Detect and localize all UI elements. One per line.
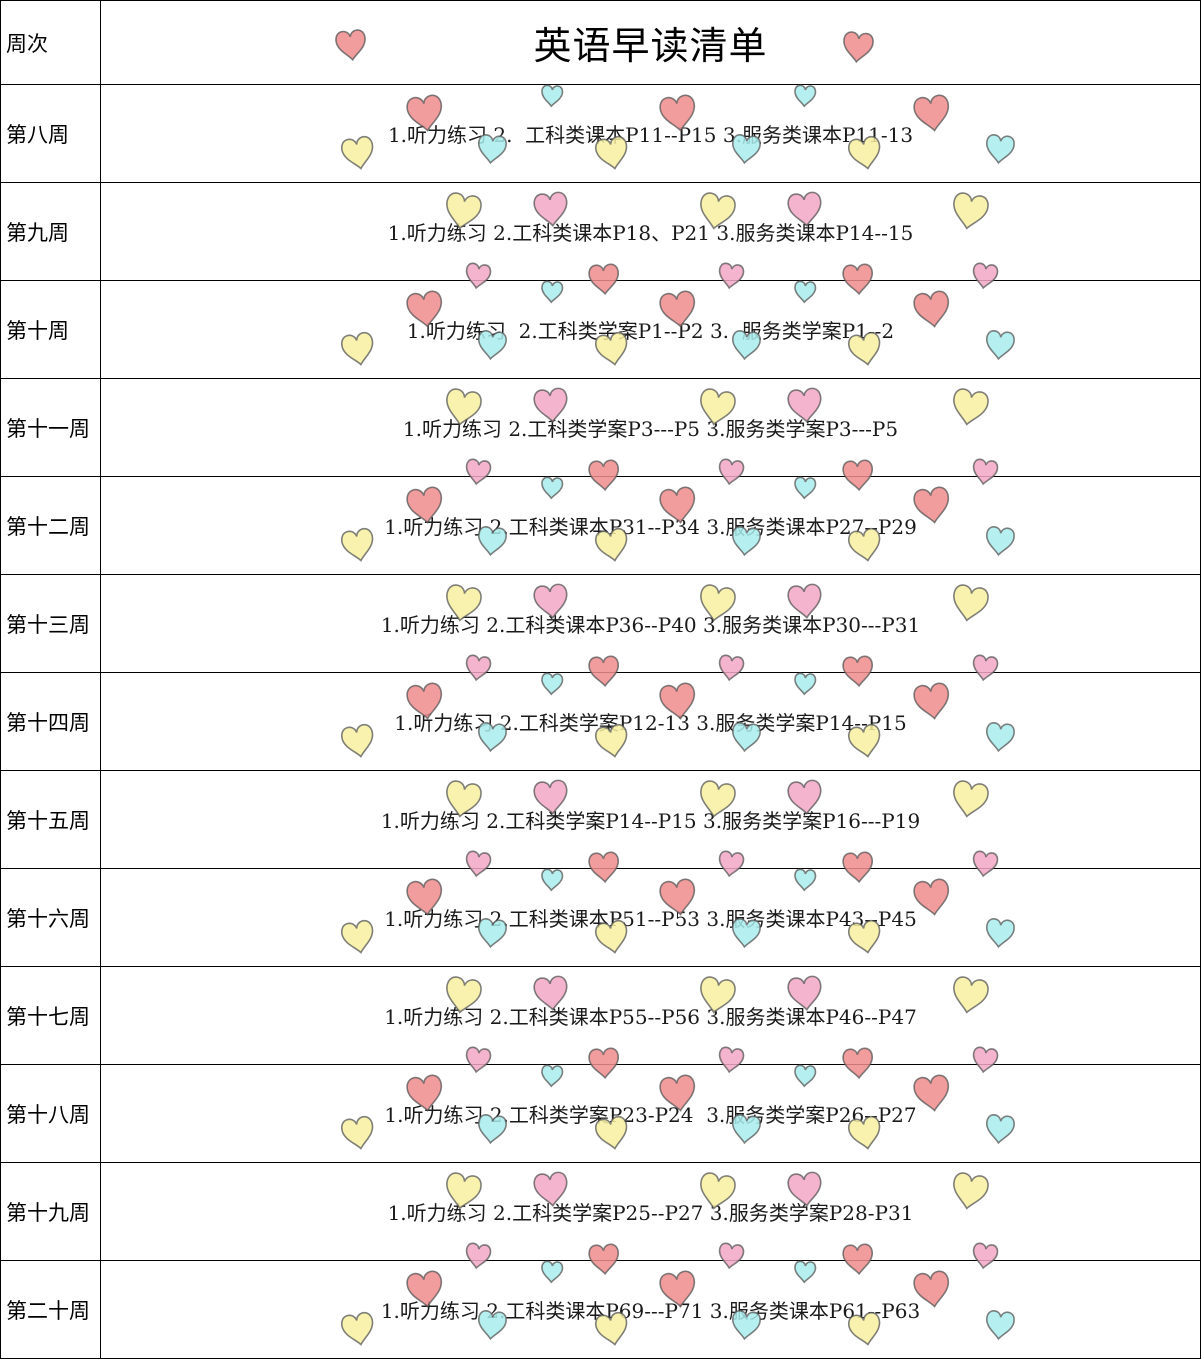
- reading-plan: 1.听力练习 2.工科类课本P18、P21 3.服务类课本P14--15: [100, 182, 1201, 281]
- reading-plan: 1.听力练习 2.工科类课本P36--P40 3.服务类课本P30---P31: [100, 574, 1201, 673]
- week-label: 第十四周: [0, 672, 101, 771]
- table-row: 第十四周 1.听力练习 2.工科类学案P12-13 3.服务类学案P14--P15: [0, 672, 1201, 771]
- reading-plan: 1.听力练习 2.工科类学案P25--P27 3.服务类学案P28-P31: [100, 1162, 1201, 1261]
- page-title: 英语早读清单: [100, 0, 1201, 85]
- table-row: 第十七周 1.听力练习 2.工科类课本P55--P56 3.服务类课本P46--P…: [0, 966, 1201, 1065]
- reading-plan: 1.听力练习 2.工科类课本P69---P71 3.服务类课本P61--P63: [100, 1260, 1201, 1359]
- reading-plan: 1.听力练习 2.工科类学案P23-P24 3.服务类学案P26--P27: [100, 1064, 1201, 1163]
- reading-plan: 1.听力练习 2. 工科类课本P11--P15 3.服务类课本P11-13: [100, 84, 1201, 183]
- table-row: 第十一周 1.听力练习 2.工科类学案P3---P5 3.服务类学案P3---P5: [0, 378, 1201, 477]
- table-row: 第十八周 1.听力练习 2.工科类学案P23-P24 3.服务类学案P26--P2…: [0, 1064, 1201, 1163]
- week-label: 第十七周: [0, 966, 101, 1065]
- reading-plan: 1.听力练习 2.工科类学案P14--P15 3.服务类学案P16---P19: [100, 770, 1201, 869]
- table-row: 第十六周 1.听力练习 2.工科类课本P51--P53 3.服务类课本P43--P…: [0, 868, 1201, 967]
- table-row: 第十二周 1.听力练习 2.工科类课本P31--P34 3.服务类课本P27--P…: [0, 476, 1201, 575]
- table-row: 第九周 1.听力练习 2.工科类课本P18、P21 3.服务类课本P14--15: [0, 182, 1201, 281]
- week-label: 第十九周: [0, 1162, 101, 1261]
- week-column-header: 周次: [0, 0, 101, 85]
- reading-plan: 1.听力练习 2.工科类课本P31--P34 3.服务类课本P27--P29: [100, 476, 1201, 575]
- reading-plan: 1.听力练习 2.工科类课本P51--P53 3.服务类课本P43--P45: [100, 868, 1201, 967]
- week-label: 第十八周: [0, 1064, 101, 1163]
- table-row: 第二十周 1.听力练习 2.工科类课本P69---P71 3.服务类课本P61--…: [0, 1260, 1201, 1359]
- reading-plan: 1.听力练习 2.工科类课本P55--P56 3.服务类课本P46--P47: [100, 966, 1201, 1065]
- week-label: 第十一周: [0, 378, 101, 477]
- header-row: 周次 英语早读清单: [0, 0, 1201, 85]
- table-row: 第十九周 1.听力练习 2.工科类学案P25--P27 3.服务类学案P28-P3…: [0, 1162, 1201, 1261]
- week-label: 第十三周: [0, 574, 101, 673]
- week-label: 第十周: [0, 280, 101, 379]
- week-label: 第二十周: [0, 1260, 101, 1359]
- week-label: 第十六周: [0, 868, 101, 967]
- table-row: 第八周 1.听力练习 2. 工科类课本P11--P15 3.服务类课本P11-13: [0, 84, 1201, 183]
- reading-plan: 1.听力练习 2.工科类学案P3---P5 3.服务类学案P3---P5: [100, 378, 1201, 477]
- table-row: 第十三周 1.听力练习 2.工科类课本P36--P40 3.服务类课本P30---…: [0, 574, 1201, 673]
- week-label: 第十五周: [0, 770, 101, 869]
- week-label: 第八周: [0, 84, 101, 183]
- table-row: 第十五周 1.听力练习 2.工科类学案P14--P15 3.服务类学案P16---…: [0, 770, 1201, 869]
- reading-plan: 1.听力练习 2.工科类学案P12-13 3.服务类学案P14--P15: [100, 672, 1201, 771]
- week-label: 第九周: [0, 182, 101, 281]
- reading-plan: 1.听力练习 2.工科类学案P1--P2 3. 服务类学案P1--2: [100, 280, 1201, 379]
- table-row: 第十周 1.听力练习 2.工科类学案P1--P2 3. 服务类学案P1--2: [0, 280, 1201, 379]
- week-label: 第十二周: [0, 476, 101, 575]
